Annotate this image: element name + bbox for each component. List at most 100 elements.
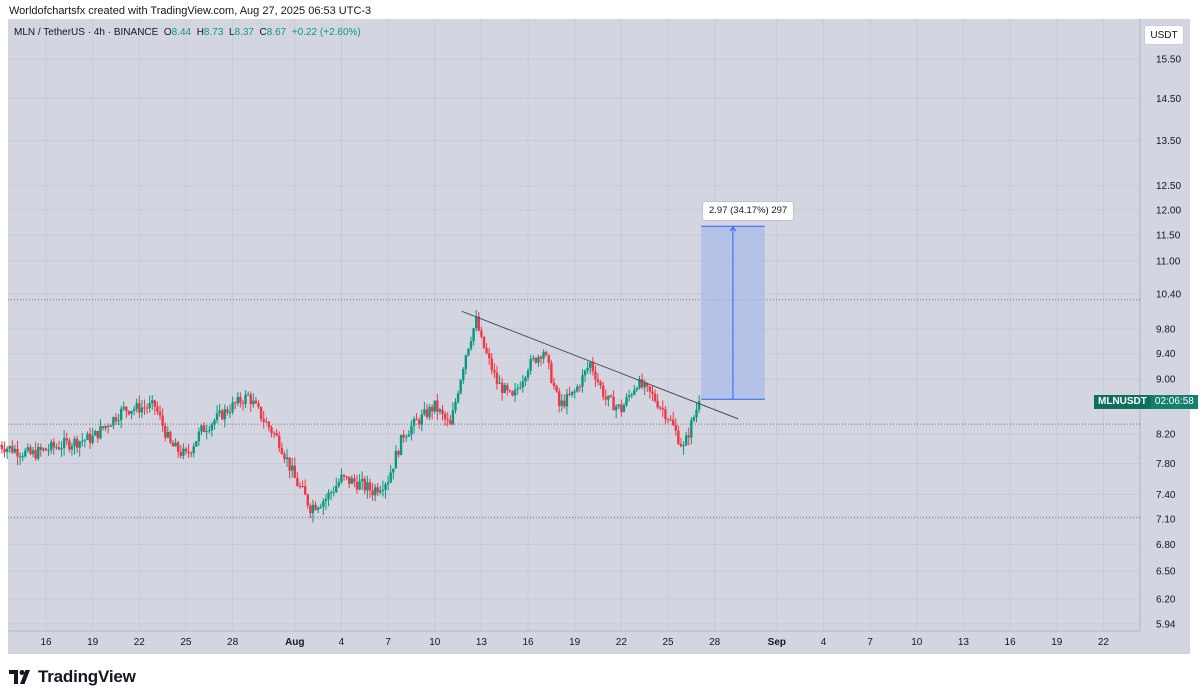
candle-body bbox=[454, 401, 457, 411]
currency-button[interactable]: USDT bbox=[1144, 25, 1184, 45]
candle-body bbox=[366, 482, 369, 491]
candle-body bbox=[620, 404, 623, 413]
candle-body bbox=[640, 379, 644, 388]
candle-body bbox=[451, 410, 455, 425]
candle-body bbox=[210, 424, 214, 431]
y-tick-label: 7.80 bbox=[1156, 459, 1176, 470]
candle-body bbox=[586, 367, 589, 371]
candle-body bbox=[5, 448, 9, 453]
x-tick-label: 22 bbox=[1098, 637, 1110, 648]
candle-body bbox=[161, 415, 164, 426]
candle-body bbox=[47, 450, 50, 452]
candle-body bbox=[52, 442, 55, 448]
candle-body bbox=[508, 390, 512, 392]
candle-body bbox=[500, 382, 504, 393]
candle-body bbox=[337, 482, 341, 486]
x-tick-label: 22 bbox=[616, 637, 628, 648]
last-price-tag: MLNUSDT 02:06:58 bbox=[1094, 395, 1198, 409]
candle-body bbox=[187, 451, 190, 453]
x-tick-label: 28 bbox=[227, 637, 239, 648]
candle-body bbox=[228, 412, 232, 414]
y-tick-label: 10.40 bbox=[1156, 290, 1181, 301]
open-label: O bbox=[163, 27, 172, 38]
candle-body bbox=[107, 425, 110, 427]
candle-body bbox=[669, 419, 672, 421]
measure-label[interactable]: 2.97 (34.17%) 297 bbox=[702, 201, 795, 221]
x-tick-label: 19 bbox=[1051, 637, 1063, 648]
candle-body bbox=[296, 477, 299, 487]
chart-attribution: Worldofchartsfx created with TradingView… bbox=[9, 5, 372, 17]
candle-body bbox=[609, 395, 613, 397]
candle-body bbox=[86, 433, 89, 440]
candle-body bbox=[31, 450, 35, 454]
candle-body bbox=[506, 385, 509, 391]
y-tick-label: 8.20 bbox=[1156, 430, 1176, 441]
candle-body bbox=[472, 328, 475, 342]
candle-body bbox=[233, 402, 237, 404]
candle-body bbox=[493, 370, 496, 373]
candle-body bbox=[671, 419, 675, 426]
candle-body bbox=[397, 451, 400, 456]
candle-body bbox=[384, 484, 387, 490]
tradingview-logo[interactable]: TradingView bbox=[9, 667, 136, 687]
symbol-ohlc-legend[interactable]: MLN / TetherUS · 4h · BINANCE O8.44 H8.7… bbox=[14, 27, 361, 38]
x-tick-label: 28 bbox=[709, 637, 721, 648]
candle-body bbox=[132, 409, 136, 412]
candle-body bbox=[319, 506, 322, 508]
candle-body bbox=[335, 485, 338, 493]
candle-body bbox=[542, 352, 545, 359]
candle-body bbox=[114, 417, 118, 422]
candle-body bbox=[13, 448, 17, 453]
low-label: L bbox=[228, 27, 235, 38]
candle-body bbox=[684, 435, 688, 446]
candle-body bbox=[604, 396, 607, 400]
candle-body bbox=[565, 393, 569, 407]
candle-body bbox=[223, 409, 227, 420]
candle-body bbox=[101, 426, 105, 429]
candle-body bbox=[467, 348, 470, 356]
candle-body bbox=[104, 425, 107, 429]
candle-body bbox=[570, 391, 574, 395]
candle-body bbox=[537, 356, 540, 363]
chart-plot-area[interactable]: 15.50 14.50 13.50 12.50 12.00 11.50 11.00 10.40… bbox=[0, 19, 1181, 648]
candle-body bbox=[635, 388, 639, 390]
candle-body bbox=[687, 435, 690, 438]
candle-body bbox=[379, 490, 382, 493]
x-tick-label: 16 bbox=[1005, 637, 1017, 648]
candle-body bbox=[394, 451, 398, 469]
candle-body bbox=[164, 425, 167, 438]
candle-body bbox=[322, 501, 325, 507]
candle-body bbox=[646, 383, 649, 387]
candle-body bbox=[202, 425, 206, 432]
candle-body bbox=[516, 388, 519, 390]
candle-body bbox=[130, 411, 133, 415]
candle-body bbox=[428, 406, 431, 417]
candle-body bbox=[44, 448, 48, 451]
candle-body bbox=[303, 486, 307, 495]
candle-body bbox=[573, 391, 576, 393]
candle-body bbox=[405, 436, 408, 438]
x-tick-label: Sep bbox=[768, 637, 786, 648]
low-value: 8.37 bbox=[234, 27, 254, 38]
candle-body bbox=[109, 425, 112, 427]
candle-body bbox=[70, 446, 74, 450]
x-tick-label: 22 bbox=[134, 637, 146, 648]
candle-body bbox=[18, 456, 22, 458]
price-chart[interactable]: 15.50 14.50 13.50 12.50 12.00 11.50 11.00 10.40… bbox=[0, 19, 1190, 654]
candle-body bbox=[148, 403, 151, 408]
candle-body bbox=[324, 499, 328, 502]
x-tick-label: 10 bbox=[911, 637, 923, 648]
candle-body bbox=[436, 400, 439, 412]
candle-body bbox=[0, 444, 1, 446]
candle-body bbox=[659, 407, 662, 409]
y-tick-label: 6.50 bbox=[1156, 566, 1176, 577]
candle-body bbox=[656, 401, 659, 408]
candle-body bbox=[539, 356, 543, 359]
candle-body bbox=[179, 451, 182, 456]
candle-body bbox=[272, 432, 276, 434]
candle-body bbox=[550, 362, 553, 383]
candle-body bbox=[24, 450, 27, 457]
candle-body bbox=[99, 426, 102, 439]
candle-body bbox=[246, 394, 250, 396]
candle-body bbox=[557, 391, 561, 406]
